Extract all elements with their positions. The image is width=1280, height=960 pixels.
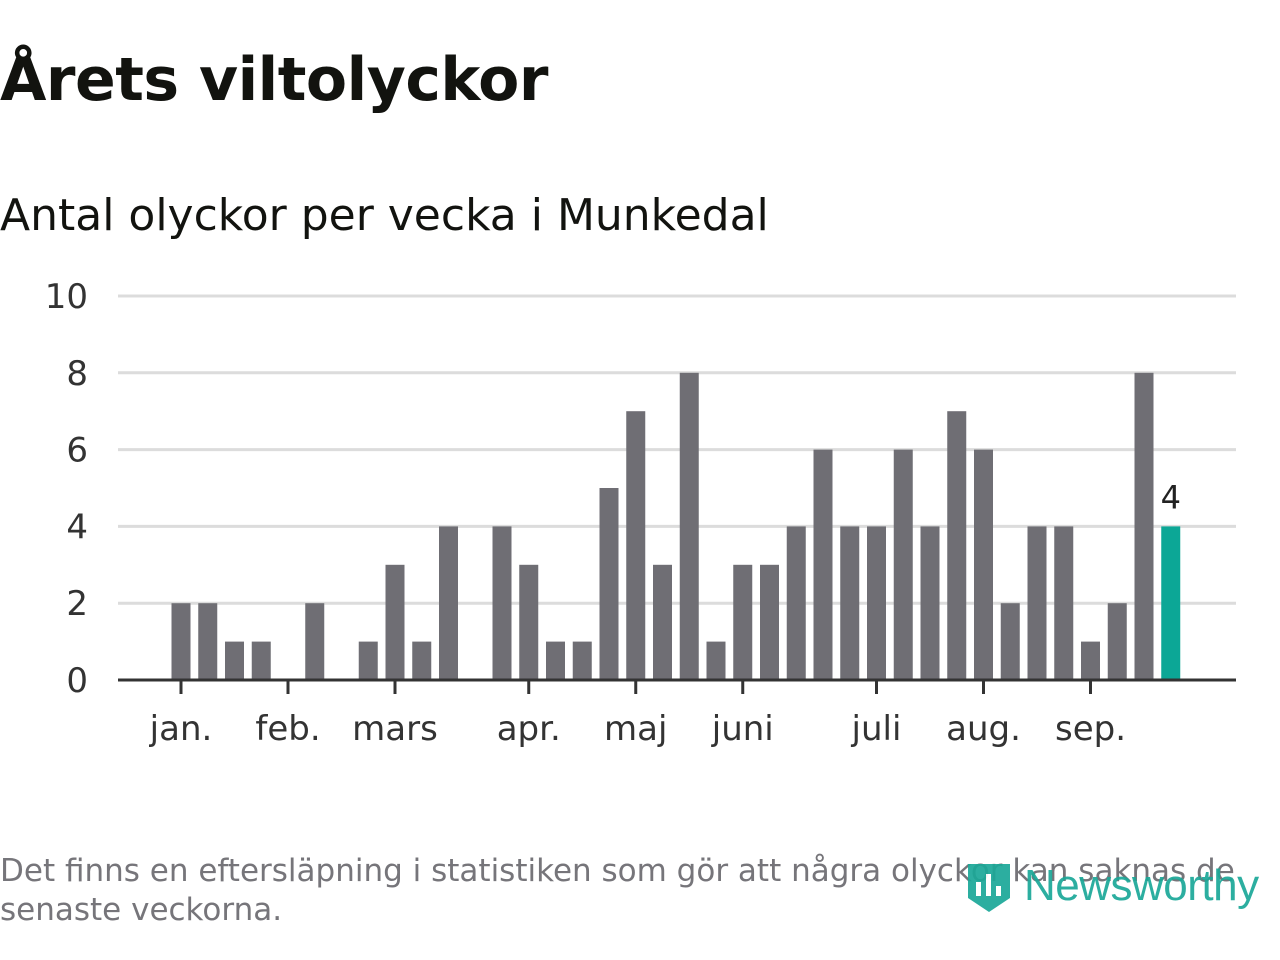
bar — [198, 603, 218, 680]
x-tick-label: aug. — [946, 709, 1021, 749]
bar — [358, 641, 378, 680]
bar — [546, 641, 565, 680]
chart-subtitle: Antal olyckor per vecka i Munkedal — [0, 190, 769, 241]
bar — [706, 641, 726, 680]
bar — [1054, 526, 1074, 680]
bar — [893, 449, 913, 680]
bar — [171, 603, 191, 680]
bar — [412, 641, 432, 680]
bar-current-week — [1161, 526, 1181, 680]
bar — [251, 641, 271, 680]
bar — [519, 564, 539, 680]
bar — [599, 488, 619, 680]
bars — [171, 372, 1181, 680]
bar — [760, 564, 779, 680]
bar — [786, 526, 806, 680]
data-labels: 4 — [1161, 478, 1181, 516]
bar — [1081, 641, 1100, 680]
bar — [653, 564, 672, 680]
bar — [385, 564, 405, 680]
y-tick-label: 4 — [66, 507, 88, 547]
footnote: Det finns en eftersläpning i statistiken… — [0, 853, 1235, 928]
bar — [1107, 603, 1127, 680]
y-tick-label: 8 — [66, 354, 88, 394]
bar — [733, 564, 753, 680]
x-tick-label: maj — [604, 709, 667, 749]
bar — [492, 526, 512, 680]
bar — [813, 449, 833, 680]
newsworthy-logo-icon — [968, 864, 1010, 912]
bar — [840, 526, 860, 680]
bar — [305, 603, 325, 680]
bar — [626, 411, 646, 680]
bar — [572, 641, 592, 680]
bar — [974, 449, 993, 680]
bar — [1134, 372, 1154, 680]
x-tick-label: jan. — [149, 709, 213, 749]
x-tick-label: feb. — [255, 709, 320, 749]
bar — [439, 526, 458, 680]
current-week-value-label: 4 — [1161, 478, 1181, 516]
y-tick-label: 0 — [66, 661, 88, 701]
y-tick-label: 6 — [66, 431, 88, 471]
x-tick-label: juli — [851, 709, 902, 749]
x-tick-label: mars — [352, 709, 438, 749]
gridlines — [118, 294, 1236, 605]
bar-chart: 0 2 4 6 8 10 jan. feb. mars apr. maj juni juli aug. s… — [45, 277, 1236, 749]
y-axis-ticks: 0 2 4 6 8 10 — [45, 277, 88, 701]
bar — [920, 526, 940, 680]
bar — [1000, 603, 1020, 680]
x-tick-label: apr. — [497, 709, 561, 749]
bar — [225, 641, 244, 680]
bar — [867, 526, 886, 680]
bar — [1027, 526, 1047, 680]
y-tick-label: 2 — [66, 584, 88, 624]
x-tick-label: juni — [711, 709, 774, 749]
bar — [679, 372, 699, 680]
x-axis: jan. feb. mars apr. maj juni juli aug. sep. — [118, 678, 1236, 749]
bar — [947, 411, 967, 680]
y-tick-label: 10 — [45, 277, 88, 317]
brand-name: Newsworthy — [1024, 861, 1259, 910]
x-tick-label: sep. — [1055, 709, 1126, 749]
brand-logo: Newsworthy — [964, 858, 1259, 914]
chart-title: Årets viltolyckor — [0, 45, 549, 115]
